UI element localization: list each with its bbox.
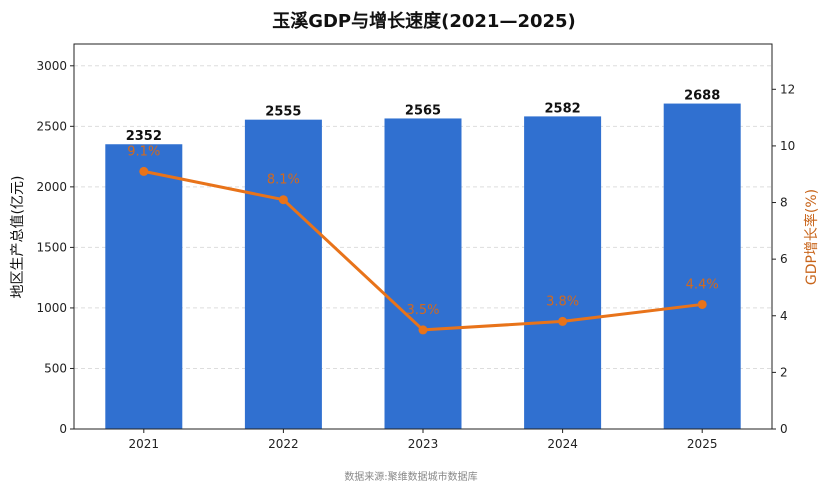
right-tick-label: 8 (780, 196, 788, 210)
x-tick-label: 2022 (268, 437, 299, 451)
bar-value-label: 2582 (545, 101, 581, 116)
bar (524, 116, 602, 430)
bar-series: 2352 2555 2565 2582 2688 (105, 89, 741, 430)
growth-rate-label: 4.4% (686, 277, 719, 292)
bar-value-label: 2352 (126, 129, 162, 144)
growth-rate-point (418, 325, 428, 335)
bar-value-label: 2688 (684, 89, 720, 104)
x-tick-label: 2025 (687, 437, 718, 451)
axes: 0 500 1000 1500 2000 2500 3000 0 2 4 6 8 10 12 2021 202… (36, 59, 795, 451)
growth-rate-label: 8.1% (267, 173, 300, 188)
right-tick-label: 4 (780, 309, 788, 323)
line-series: 9.1% 8.1% 3.5% 3.8% 4.4% (127, 144, 719, 335)
left-tick-label: 2000 (36, 180, 67, 194)
growth-rate-point (558, 316, 568, 326)
left-tick-label: 1500 (36, 240, 67, 254)
growth-rate-label: 3.8% (546, 294, 579, 309)
left-tick-label: 2500 (36, 119, 67, 133)
left-tick-label: 0 (59, 422, 67, 436)
left-tick-label: 3000 (36, 59, 67, 73)
source-note: 数据来源:聚维数据城市数据库 (344, 470, 477, 483)
left-tick-label: 1000 (36, 301, 67, 315)
right-tick-label: 0 (780, 422, 788, 436)
gridlines (74, 65, 772, 369)
bar-value-label: 2555 (265, 105, 301, 120)
x-tick-label: 2023 (408, 437, 439, 451)
bar (105, 144, 183, 429)
growth-rate-point (139, 166, 149, 176)
right-tick-label: 6 (780, 252, 788, 266)
left-axis-label: 地区生产总值(亿元) (10, 176, 26, 299)
growth-rate-label: 3.5% (406, 303, 439, 318)
bar (384, 118, 462, 429)
chart-title: 玉溪GDP与增长速度(2021—2025) (272, 10, 576, 32)
bar (663, 103, 741, 429)
bar-value-label: 2565 (405, 103, 441, 118)
right-tick-label: 10 (780, 139, 795, 153)
right-tick-label: 12 (780, 82, 795, 96)
growth-rate-point (278, 195, 288, 205)
growth-rate-label: 9.1% (127, 144, 160, 159)
bar (244, 119, 322, 429)
x-tick-label: 2021 (129, 437, 160, 451)
growth-rate-point (697, 299, 707, 309)
x-tick-label: 2024 (547, 437, 578, 451)
right-tick-label: 2 (780, 365, 788, 379)
left-tick-label: 500 (44, 361, 67, 375)
right-axis-label: GDP增长率(%) (803, 189, 820, 285)
